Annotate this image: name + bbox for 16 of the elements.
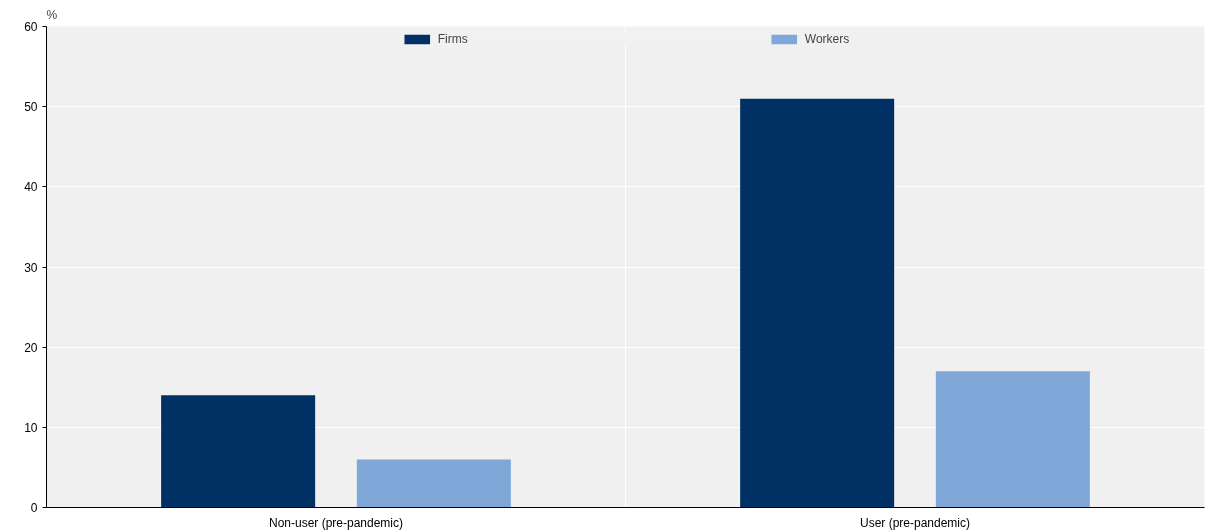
y-axis-title: % (46, 7, 58, 22)
y-tick-label: 50 (24, 100, 38, 115)
x-tick-label: Non-user (pre-pandemic) (268, 515, 404, 530)
y-tick-label: 30 (24, 260, 38, 275)
bar (935, 371, 1090, 508)
legend-label: Workers (804, 32, 850, 46)
legend-label: Firms (437, 32, 468, 46)
x-tick-label: User (pre-pandemic) (859, 515, 971, 530)
bar (161, 395, 316, 508)
y-tick-label: 10 (24, 420, 38, 435)
bar (356, 459, 511, 508)
y-tick-label: 0 (30, 501, 38, 515)
y-tick-label: 60 (24, 20, 38, 34)
bar (740, 98, 895, 508)
y-tick-label: 40 (24, 180, 38, 195)
y-tick-label: 20 (24, 340, 38, 355)
